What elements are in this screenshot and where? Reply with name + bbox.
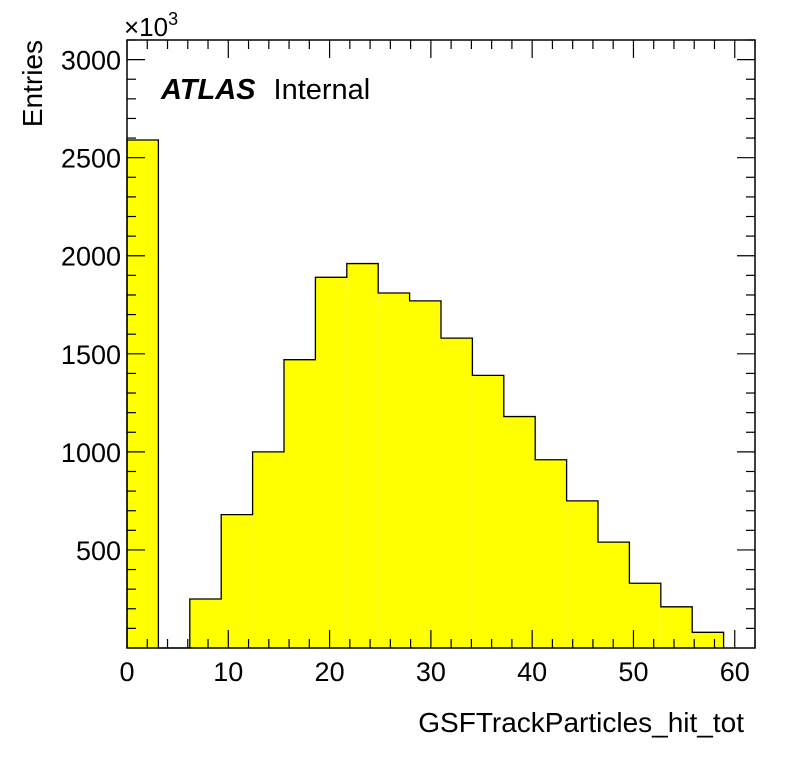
histogram-bar: [535, 459, 567, 648]
histogram-bar: [189, 598, 222, 648]
atlas-label-bold: ATLAS: [160, 74, 256, 106]
y-axis-tick-labels: 500 1000 1500 2000 2500 3000: [61, 46, 121, 566]
histogram-bars: [126, 139, 725, 649]
x-tick-label: 50: [618, 657, 648, 687]
histogram-bar: [472, 375, 504, 648]
histogram-bar: [252, 451, 284, 648]
plot-frame: [126, 39, 756, 649]
histogram-bar: [221, 514, 253, 648]
histogram-bar: [127, 140, 159, 648]
y-tick-label: 500: [76, 536, 121, 566]
atlas-label-internal: Internal: [274, 74, 371, 106]
histogram-bar: [284, 359, 316, 648]
histogram-bar: [346, 263, 379, 648]
x-tick-label: 0: [119, 657, 134, 687]
y-tick-label: 2500: [61, 144, 121, 174]
x-axis-tick-labels: 0 10 20 30 40 50 60: [119, 657, 749, 687]
histogram-outline: [126, 139, 725, 649]
x-tick-label: 60: [720, 657, 750, 687]
x-tick-label: 40: [517, 657, 547, 687]
y-axis-ticks: [127, 39, 755, 629]
histogram-bar: [409, 300, 441, 648]
y-tick-label: 1500: [61, 340, 121, 370]
x-axis-ticks: [126, 40, 756, 648]
histogram-bar: [378, 293, 410, 648]
y-axis-label: Entries: [17, 40, 48, 127]
x-tick-label: 10: [213, 657, 243, 687]
x-tick-label: 30: [416, 657, 446, 687]
histogram-bar: [629, 583, 661, 648]
y-tick-label: 2000: [61, 242, 121, 272]
x-axis-label: GSFTrackParticles_hit_tot: [418, 707, 744, 738]
y-axis-multiplier: ×103: [124, 9, 178, 42]
histogram-bar: [503, 416, 536, 648]
histogram-bar: [566, 500, 598, 648]
histogram-bar: [598, 542, 630, 648]
histogram-bar: [660, 606, 693, 648]
atlas-label: ATLAS Internal: [160, 74, 370, 106]
x-tick-label: 20: [315, 657, 345, 687]
histogram-bar: [692, 632, 724, 648]
y-tick-label: 3000: [61, 46, 121, 76]
histogram-bar: [441, 338, 473, 648]
histogram-bar: [315, 277, 347, 648]
y-tick-label: 1000: [61, 438, 121, 468]
